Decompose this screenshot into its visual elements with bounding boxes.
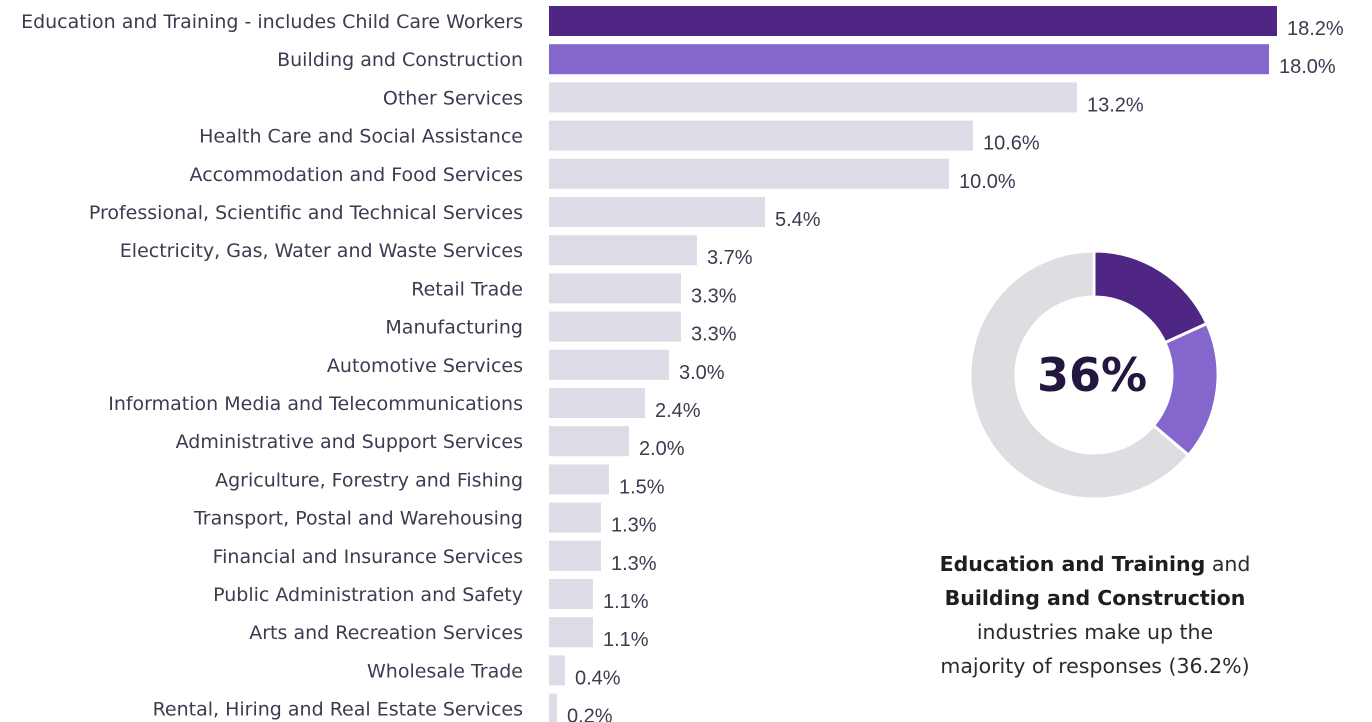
category-label-12: Agriculture, Forestry and Fishing bbox=[215, 469, 523, 491]
value-label-15: 1.1% bbox=[603, 591, 649, 613]
caption-line-2: Building and Construction bbox=[905, 581, 1285, 615]
bar-14 bbox=[549, 540, 601, 571]
bar-7 bbox=[549, 273, 681, 304]
value-label-1: 18.0% bbox=[1279, 56, 1336, 78]
value-label-12: 1.5% bbox=[619, 476, 665, 498]
category-label-6: Electricity, Gas, Water and Waste Servic… bbox=[120, 240, 523, 262]
caption-highlight-education: Education and Training bbox=[939, 552, 1206, 576]
bar-18 bbox=[549, 693, 557, 722]
value-label-9: 3.0% bbox=[679, 362, 725, 384]
category-label-17: Wholesale Trade bbox=[367, 660, 523, 682]
category-label-4: Accommodation and Food Services bbox=[190, 164, 523, 186]
donut-caption: Education and Training and Building and … bbox=[905, 547, 1285, 683]
value-label-10: 2.4% bbox=[655, 400, 701, 422]
bar-12 bbox=[549, 464, 609, 495]
bar-5 bbox=[549, 197, 765, 227]
value-label-3: 10.6% bbox=[983, 133, 1040, 155]
donut-center-label: 36% bbox=[1037, 348, 1147, 402]
value-label-16: 1.1% bbox=[603, 629, 649, 651]
value-label-13: 1.3% bbox=[611, 515, 657, 537]
value-label-11: 2.0% bbox=[639, 438, 685, 460]
value-label-17: 0.4% bbox=[575, 667, 621, 689]
category-label-13: Transport, Postal and Warehousing bbox=[193, 508, 523, 530]
bar-6 bbox=[549, 235, 697, 266]
bar-11 bbox=[549, 426, 629, 457]
category-label-14: Financial and Insurance Services bbox=[213, 546, 523, 568]
bar-8 bbox=[549, 311, 681, 342]
category-label-3: Health Care and Social Assistance bbox=[199, 126, 523, 148]
category-label-5: Professional, Scientific and Technical S… bbox=[89, 202, 523, 224]
bar-1 bbox=[549, 44, 1269, 75]
category-label-8: Manufacturing bbox=[385, 317, 523, 339]
bar-4 bbox=[549, 158, 949, 189]
category-label-2: Other Services bbox=[383, 87, 523, 109]
bar-10 bbox=[549, 388, 645, 418]
category-label-1: Building and Construction bbox=[277, 49, 523, 71]
bar-3 bbox=[549, 120, 973, 151]
value-label-6: 3.7% bbox=[707, 247, 753, 269]
donut-slice-0 bbox=[1092, 249, 1209, 345]
category-label-9: Automotive Services bbox=[327, 355, 523, 377]
bar-16 bbox=[549, 617, 593, 648]
donut-chart: 36% bbox=[968, 249, 1220, 501]
value-label-2: 13.2% bbox=[1087, 94, 1144, 116]
bar-0 bbox=[549, 6, 1277, 36]
caption-line-3: industries make up the bbox=[976, 620, 1214, 644]
bar-15 bbox=[549, 579, 593, 609]
category-label-7: Retail Trade bbox=[411, 278, 523, 300]
category-label-0: Education and Training - includes Child … bbox=[21, 11, 523, 33]
category-label-10: Information Media and Telecommunications bbox=[108, 393, 523, 415]
bar-13 bbox=[549, 502, 601, 533]
category-label-15: Public Administration and Safety bbox=[213, 584, 523, 606]
category-label-18: Rental, Hiring and Real Estate Services bbox=[153, 699, 523, 721]
value-label-5: 5.4% bbox=[775, 209, 821, 231]
bar-series: Education and Training - includes Child … bbox=[21, 6, 1344, 722]
donut-slice-2 bbox=[968, 249, 1191, 501]
category-label-16: Arts and Recreation Services bbox=[249, 622, 523, 644]
value-label-14: 1.3% bbox=[611, 553, 657, 575]
value-label-7: 3.3% bbox=[691, 285, 737, 307]
bar-2 bbox=[549, 82, 1077, 113]
value-label-0: 18.2% bbox=[1287, 18, 1344, 40]
bar-17 bbox=[549, 655, 565, 686]
caption-line-1: Education and Training and bbox=[939, 552, 1251, 576]
caption-highlight-construction: Building and Construction bbox=[944, 586, 1246, 610]
value-label-18: 0.2% bbox=[567, 706, 613, 722]
caption-line-4: majority of responses (36.2%) bbox=[940, 654, 1250, 678]
value-label-4: 10.0% bbox=[959, 171, 1016, 193]
category-label-11: Administrative and Support Services bbox=[176, 431, 523, 453]
value-label-8: 3.3% bbox=[691, 324, 737, 346]
bar-9 bbox=[549, 349, 669, 380]
